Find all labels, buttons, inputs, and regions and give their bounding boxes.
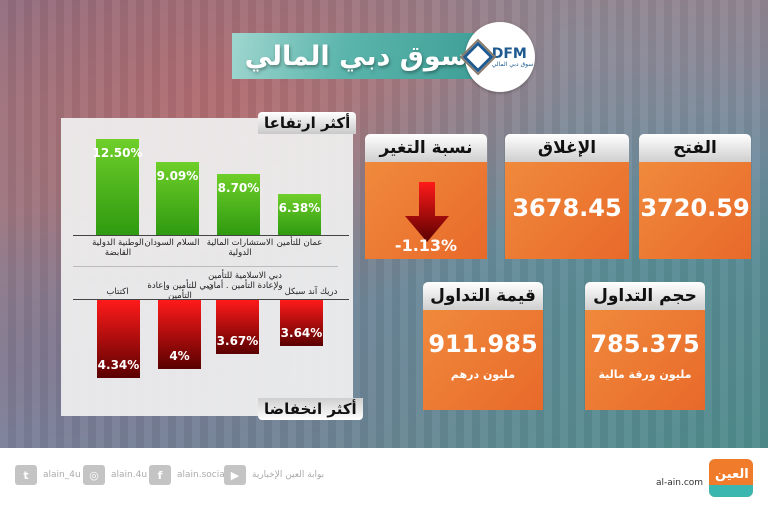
gainer-bar-4: 6.38% <box>278 194 321 235</box>
volume-value: 785.375 <box>590 330 700 358</box>
loser-bar-4: 3.64% <box>280 300 323 346</box>
loser-label-3: دبي الاسلامية للتأمين ولإعادة التأمين . … <box>207 271 283 291</box>
turnover-label: قيمة التداول <box>423 282 543 310</box>
volume-label: حجم التداول <box>585 282 705 310</box>
down-arrow-icon <box>405 182 449 242</box>
page-title: سوق دبي المالي <box>244 40 468 72</box>
volume-box: حجم التداول 785.375 مليون ورقة مالية <box>585 282 705 410</box>
losers-axis <box>73 299 349 300</box>
facebook-link[interactable]: f alain.social <box>149 465 227 485</box>
twitter-icon: t <box>15 465 37 485</box>
open-value: 3720.59 <box>640 194 750 222</box>
close-box: الإغلاق 3678.45 <box>505 134 629 259</box>
gainer-bar-1: 12.50% <box>93 139 143 235</box>
footer: t alain_4u ◎ alain.4u f alain.social ▶ ب… <box>0 448 768 510</box>
logo-text: DFM <box>491 45 527 62</box>
open-label: الفتح <box>639 134 751 162</box>
gainer-label-4: عمان للتأمين <box>276 238 323 248</box>
loser-label-4: دريك آند سبكل <box>284 287 338 297</box>
loser-bar-2: 4% <box>158 300 201 369</box>
volume-unit: مليون ورقة مالية <box>598 368 692 381</box>
gainer-label-2: السلام السودان <box>144 238 200 248</box>
gainer-label-1: الوطنية الدولية القابضة <box>92 238 144 258</box>
twitter-link[interactable]: t alain_4u <box>15 465 81 485</box>
dfm-logo: DFM سوق دبي المالي <box>462 22 535 92</box>
gainer-label-3: الاستشارات المالية الدولية <box>206 238 274 258</box>
gainer-bar-2: 9.09% <box>156 162 199 235</box>
gainers-axis <box>73 235 349 236</box>
youtube-link[interactable]: ▶ بوابة العين الإخبارية <box>224 465 324 485</box>
loser-bar-3: 3.67% <box>216 300 259 354</box>
divider <box>73 266 338 267</box>
youtube-icon: ▶ <box>224 465 246 485</box>
change-box: نسبة التغير -1.13% <box>365 134 487 259</box>
loser-label-2: دبي للتأمين وإعادة التأمين <box>147 281 213 301</box>
change-label: نسبة التغير <box>365 134 487 162</box>
facebook-icon: f <box>149 465 171 485</box>
gainer-bar-3: 8.70% <box>217 174 260 235</box>
change-value: -1.13% <box>394 236 458 255</box>
instagram-icon: ◎ <box>83 465 105 485</box>
turnover-box: قيمة التداول 911.985 مليون درهم <box>423 282 543 410</box>
site-link[interactable]: al-ain.com <box>656 478 704 488</box>
loser-bar-1: 4.34% <box>97 300 140 378</box>
turnover-value: 911.985 <box>428 330 538 358</box>
loser-label-1: اكتتاب <box>106 287 129 297</box>
title-banner: سوق دبي المالي <box>232 33 480 79</box>
close-label: الإغلاق <box>505 134 629 162</box>
dfm-emblem-icon <box>462 41 494 73</box>
gainers-label: أكثر ارتفاعا <box>258 112 357 134</box>
losers-label: أكثر انخفاضا <box>258 398 363 420</box>
open-box: الفتح 3720.59 <box>639 134 751 259</box>
logo-subtext: سوق دبي المالي <box>491 60 534 68</box>
turnover-unit: مليون درهم <box>450 368 516 381</box>
close-value: 3678.45 <box>512 194 622 222</box>
al-ain-logo: العين <box>709 459 753 497</box>
instagram-link[interactable]: ◎ alain.4u <box>83 465 147 485</box>
